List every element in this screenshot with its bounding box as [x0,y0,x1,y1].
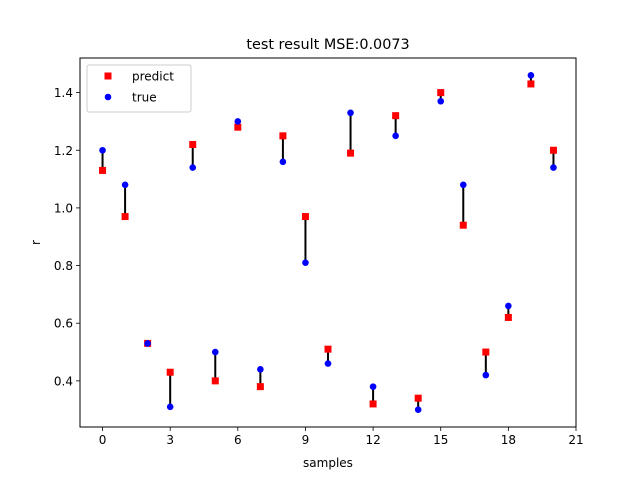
true-series [99,71,557,414]
predict-point [414,394,422,402]
predict-point [369,400,377,408]
legend-true-marker [104,93,112,101]
y-axis-ticks: 0.4 0.6 0.8 1.0 1.2 1.4 [54,86,80,388]
x-tick-label: 21 [568,433,583,447]
true-point [550,164,557,171]
y-tick-label: 0.8 [54,259,73,273]
true-point [459,181,467,189]
predict-point [437,89,445,97]
true-point [99,146,106,154]
predict-series [99,80,557,408]
predict-point [99,166,107,174]
predict-point [189,140,197,148]
predict-point [549,146,557,154]
true-point [302,259,309,266]
legend-predict-label: predict [132,70,174,84]
predict-point [256,383,264,391]
predict-point [211,377,219,385]
true-point [414,406,422,414]
predict-point [392,112,400,120]
x-tick-label: 18 [501,433,516,447]
x-tick-label: 12 [365,433,380,447]
predict-point [121,213,129,221]
x-tick-label: 6 [234,433,242,447]
y-tick-label: 1.0 [54,201,73,215]
x-tick-label: 3 [166,433,174,447]
predict-point [504,313,512,321]
true-point [505,302,512,310]
true-point [527,71,535,79]
x-tick-label: 9 [302,433,310,447]
predict-point [324,345,332,353]
predict-point [459,221,467,229]
true-point [437,97,445,105]
true-point [482,371,490,379]
legend-predict-marker [104,72,112,80]
predict-point [527,80,535,88]
chart-title: test result MSE:0.0073 [246,37,409,53]
plot-frame [79,57,577,428]
y-tick-label: 0.4 [54,374,73,388]
true-point [324,360,332,367]
predict-point [482,348,490,356]
true-point [279,158,287,166]
true-point [121,181,129,189]
true-point [234,118,242,125]
predict-point [347,149,355,157]
y-tick-label: 0.6 [54,317,73,331]
true-point [257,366,264,373]
true-point [189,164,197,171]
true-point [144,340,151,347]
true-point [392,132,399,140]
x-tick-label: 15 [433,433,448,447]
predict-point [166,368,174,376]
y-axis-label: r [29,240,43,245]
predict-point [279,132,287,140]
true-point [211,348,219,356]
legend: predict true [86,64,192,113]
true-point [166,403,174,411]
legend-box [86,64,192,113]
legend-true-label: true [132,91,157,105]
y-tick-label: 1.2 [54,144,73,158]
predict-point [301,213,309,221]
x-axis-label: samples [303,456,353,470]
true-point [369,383,377,390]
x-tick-label: 0 [99,433,107,447]
x-axis-ticks: 0 3 6 9 12 15 18 21 [99,427,584,447]
predict-point [234,123,242,131]
true-point [347,109,354,117]
y-tick-label: 1.4 [54,86,73,100]
